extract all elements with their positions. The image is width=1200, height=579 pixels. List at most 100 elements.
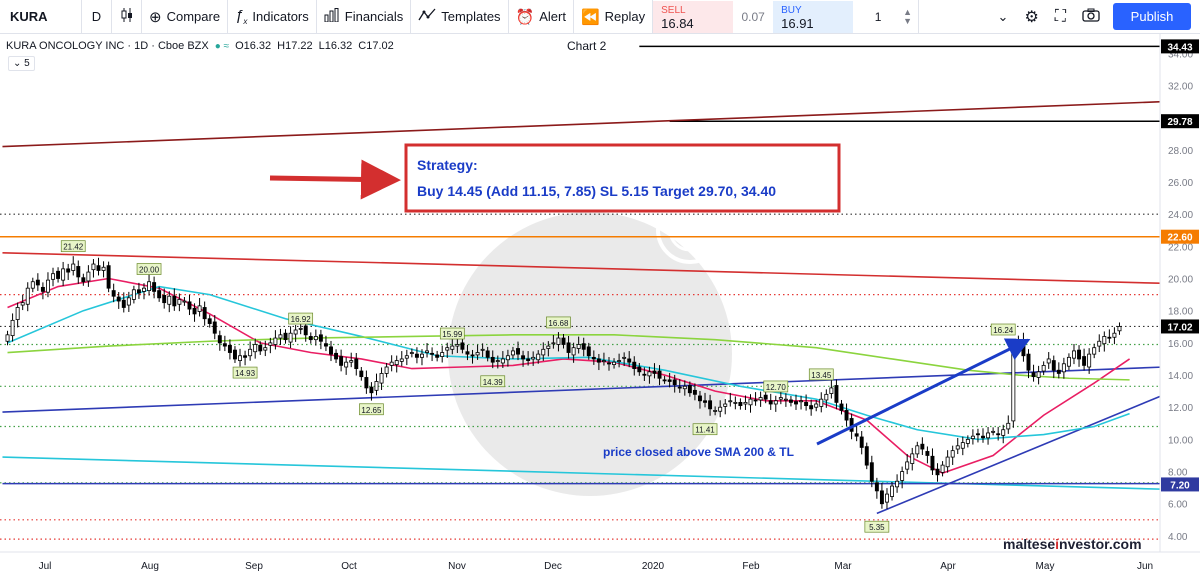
camera-icon[interactable]: [1082, 8, 1100, 27]
price-tick-label: 34.00: [1168, 49, 1193, 60]
trend-line: [2, 366, 1165, 413]
candle: [81, 273, 86, 286]
indicators-button[interactable]: ƒx Indicators: [228, 0, 317, 34]
candle-body: [1112, 332, 1117, 338]
price-tick-label: 32.00: [1168, 81, 1193, 92]
candle-body: [510, 350, 515, 356]
time-axis[interactable]: Jul Aug Sep Oct Nov Dec 2020 Feb Mar Apr May Jun: [39, 561, 1153, 572]
candle: [288, 326, 293, 349]
candle-body: [839, 403, 844, 411]
price-axis-label-text: 7.20: [1170, 480, 1190, 491]
candle: [329, 340, 333, 362]
candle: [682, 380, 687, 396]
fullscreen-icon[interactable]: ⛶: [1054, 8, 1066, 25]
candle-body: [672, 379, 677, 386]
chart-area[interactable]: 21.42 20.00 14.93 16.92 12.65 15.99 14.39 16.68…: [0, 34, 1200, 579]
swing-label: 12.70: [763, 380, 789, 393]
swing-label-text: 20.00: [139, 266, 160, 275]
interval-button[interactable]: D: [82, 0, 112, 34]
candle-body: [177, 299, 182, 305]
candle-body: [10, 319, 15, 337]
candle-body: [197, 305, 202, 312]
candle: [960, 436, 965, 456]
symbol-search-button[interactable]: KURA: [0, 0, 82, 34]
bar-style-button[interactable]: [112, 0, 142, 34]
candle-body: [799, 400, 804, 403]
buy-button[interactable]: BUY 16.91: [773, 0, 854, 33]
swing-labels-layer: 21.42 20.00 14.93 16.92 12.65 15.99 14.39 16.68…: [60, 240, 1016, 533]
candle: [1102, 331, 1107, 352]
candle: [601, 352, 606, 366]
alert-label: Alert: [539, 9, 566, 24]
candle-body: [622, 356, 627, 359]
candle: [1006, 415, 1011, 434]
price-labels-layer: 34.43 29.78 22.60 17.02 7.20: [1161, 39, 1199, 492]
candle: [465, 344, 470, 361]
candle-body: [298, 327, 303, 330]
candle: [541, 342, 546, 361]
swing-label: 14.93: [232, 366, 258, 379]
candle: [783, 393, 788, 407]
candle: [222, 335, 227, 352]
candle: [591, 350, 596, 365]
candle-body: [748, 398, 753, 406]
templates-button[interactable]: Templates: [411, 0, 509, 34]
candle: [556, 332, 561, 352]
candle-body: [409, 352, 414, 354]
candle: [975, 428, 980, 443]
quantity-stepper[interactable]: 1: [853, 10, 903, 24]
candle-body: [601, 360, 606, 362]
candle: [940, 461, 945, 477]
compare-button[interactable]: ⊕ Compare: [142, 0, 229, 34]
price-axis-label-bg: [1161, 319, 1199, 334]
candle: [86, 265, 91, 287]
swing-label: 11.41: [692, 423, 718, 436]
replay-button[interactable]: ⏪ Replay: [574, 0, 654, 34]
candle-body: [334, 352, 339, 360]
chevron-up-icon[interactable]: ▲: [903, 6, 913, 17]
candle-body: [536, 353, 541, 361]
candle: [116, 292, 121, 309]
financials-button[interactable]: Financials: [317, 0, 412, 34]
alert-button[interactable]: ⏰ Alert: [509, 0, 574, 34]
indicators-toggle[interactable]: ⌄ 5: [8, 56, 35, 71]
candle-body: [480, 348, 485, 351]
candle-body: [652, 370, 657, 374]
chevron-down-icon[interactable]: ▼: [903, 15, 913, 26]
candle-body: [1097, 340, 1102, 347]
candle-body: [354, 358, 359, 370]
candle-body: [703, 400, 707, 403]
swing-label-text: 16.24: [993, 326, 1014, 335]
candle-body: [35, 279, 40, 286]
candle-body: [940, 464, 945, 473]
swing-label-text: 5.35: [869, 523, 885, 532]
gear-icon[interactable]: ⚙: [1024, 9, 1039, 26]
candle-body: [692, 389, 697, 395]
candle-body: [996, 433, 1001, 436]
time-tick-label: Dec: [544, 561, 562, 572]
candle: [152, 276, 157, 299]
candle: [30, 277, 35, 293]
candle: [268, 337, 273, 354]
candle-body: [202, 307, 207, 320]
candle: [212, 315, 217, 340]
candle-body: [829, 387, 834, 394]
chart-legend[interactable]: KURA ONCOLOGY INC · 1D · Cboe BZX ● ≈ O1…: [6, 40, 394, 52]
chevron-down-icon[interactable]: ⌄: [997, 9, 1009, 24]
candle-body: [864, 446, 869, 466]
price-tick-label: 22.00: [1168, 242, 1193, 253]
publish-button[interactable]: Publish: [1113, 3, 1191, 30]
candle-body: [1036, 371, 1041, 378]
candle: [566, 335, 571, 359]
quantity-arrows[interactable]: ▲ ▼: [903, 6, 918, 26]
sell-price: 16.84: [661, 15, 694, 31]
sell-button[interactable]: SELL 16.84: [653, 0, 734, 33]
candle: [505, 349, 510, 367]
candle: [177, 293, 182, 312]
candle: [207, 314, 212, 328]
candle: [657, 365, 662, 386]
price-chart[interactable]: 21.42 20.00 14.93 16.92 12.65 15.99 14.39 16.68…: [0, 34, 1200, 579]
swing-label-text: 15.99: [442, 330, 463, 339]
time-tick-label: Jul: [39, 561, 52, 572]
swing-label: 16.92: [288, 312, 314, 325]
